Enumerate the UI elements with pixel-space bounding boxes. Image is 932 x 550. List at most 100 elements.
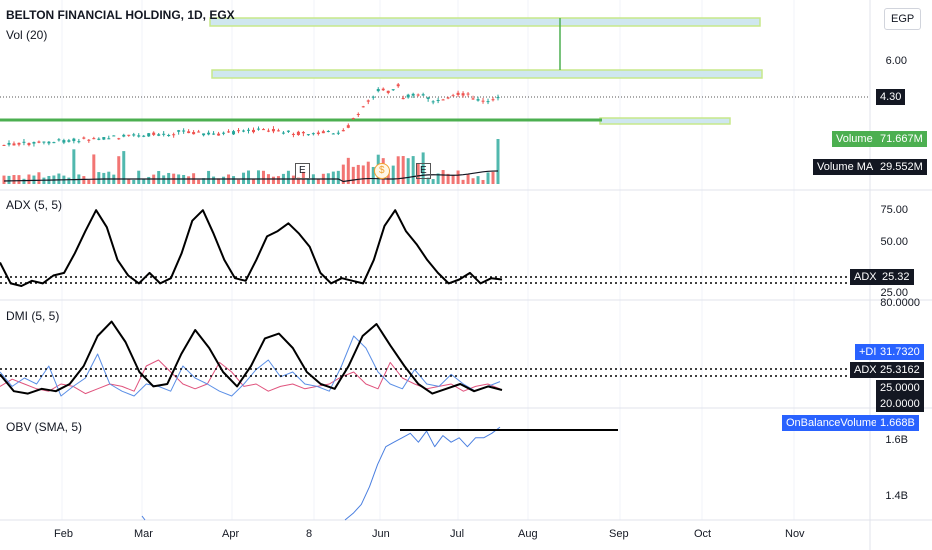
volume-bar xyxy=(222,176,226,184)
volume-tag-label: Volume xyxy=(832,131,877,147)
last-price-tag: 4.30 xyxy=(876,89,906,105)
earnings-marker[interactable]: E xyxy=(295,163,310,179)
candle xyxy=(167,134,171,136)
candle xyxy=(281,132,285,134)
volume-bar xyxy=(416,163,420,184)
candle xyxy=(37,141,41,143)
candle xyxy=(486,101,490,103)
volume-bar xyxy=(232,176,236,184)
dmi-tick: 80.0000 xyxy=(880,297,920,309)
candle xyxy=(212,133,216,135)
candle xyxy=(12,143,16,146)
volume-bar xyxy=(301,171,305,184)
earnings-marker[interactable]: E xyxy=(416,163,431,179)
plus-di-tag-value: 31.7320 xyxy=(876,344,924,360)
volume-bar xyxy=(336,170,340,184)
candle xyxy=(406,94,410,98)
candle xyxy=(247,129,251,131)
volume-bar xyxy=(466,174,470,184)
time-axis-label: Aug xyxy=(518,528,538,540)
candle xyxy=(2,144,6,146)
symbol-title: BELTON FINANCIAL HOLDING, 1D, EGX xyxy=(6,8,235,22)
candle xyxy=(62,140,66,143)
obv-tick: 1.4B xyxy=(885,490,908,502)
volume-bar xyxy=(391,165,395,184)
volume-bar xyxy=(97,172,101,184)
volume-bar xyxy=(396,156,400,184)
candle xyxy=(172,134,176,136)
candle xyxy=(311,133,315,135)
candle xyxy=(242,130,246,132)
candle xyxy=(102,137,106,140)
candle xyxy=(222,132,226,134)
dmi-adx-tag-value: 25.3162 xyxy=(876,362,924,378)
volume-bar xyxy=(72,149,76,184)
candle xyxy=(152,132,156,135)
resistance-zone xyxy=(599,117,731,125)
adx-line xyxy=(0,209,503,287)
volume-bar xyxy=(441,170,445,184)
volume-bar xyxy=(67,177,71,184)
volume-bar xyxy=(451,175,455,184)
adx-pane-title: ADX (5, 5) xyxy=(6,198,63,212)
candle xyxy=(27,143,31,146)
obv-tag-value: 1.668B xyxy=(876,415,919,431)
candle xyxy=(306,134,310,136)
candle xyxy=(117,138,121,140)
candle xyxy=(396,84,400,87)
volume-bar xyxy=(122,151,126,184)
candle xyxy=(431,101,435,103)
candle xyxy=(187,131,191,134)
candle xyxy=(127,134,131,136)
dmi-adx-tag-label: ADX xyxy=(850,362,881,378)
candle xyxy=(72,138,76,142)
volume-bar xyxy=(496,139,500,184)
candle xyxy=(162,133,166,135)
candle xyxy=(177,130,181,132)
volume-bar xyxy=(421,152,425,184)
candle xyxy=(82,137,86,139)
volume-bar xyxy=(261,170,265,184)
candle xyxy=(476,99,480,101)
candle xyxy=(411,93,415,96)
candle xyxy=(122,134,126,137)
candle xyxy=(356,113,360,115)
volume-bar xyxy=(296,177,300,184)
currency-button[interactable]: EGP xyxy=(884,8,922,30)
volume-bar xyxy=(286,170,290,184)
volume-bar xyxy=(82,176,86,184)
volume-bar xyxy=(157,171,161,184)
candle xyxy=(147,133,151,137)
candle xyxy=(42,141,46,143)
minus-di-line xyxy=(0,359,501,395)
time-axis-label: 8 xyxy=(306,528,313,540)
time-axis-label: Oct xyxy=(694,528,712,540)
volume-bar xyxy=(22,178,26,184)
candle xyxy=(266,130,270,132)
volume-bar xyxy=(476,176,480,184)
volume-bar xyxy=(147,176,151,184)
volume-tag-value: 71.667M xyxy=(876,131,927,147)
candle xyxy=(366,100,370,102)
candle xyxy=(401,98,405,100)
volume-bar xyxy=(197,179,201,184)
candle xyxy=(471,98,475,100)
volume-bar xyxy=(207,170,211,184)
dividend-marker[interactable]: $ xyxy=(374,163,390,179)
resistance-zone xyxy=(211,69,763,79)
volume-bar xyxy=(461,179,465,184)
candle xyxy=(112,135,116,137)
volume-bar xyxy=(386,170,390,184)
candle xyxy=(361,106,365,108)
volume-bar xyxy=(351,166,355,184)
adx-tag-label: ADX xyxy=(850,269,881,285)
candle xyxy=(142,135,146,137)
candle xyxy=(381,88,385,91)
volume-ma-tag-value: 29.552M xyxy=(876,159,927,175)
candle xyxy=(67,140,71,142)
candle xyxy=(227,131,231,133)
candle xyxy=(446,97,450,99)
time-axis-label: Sep xyxy=(609,528,629,540)
volume-bar xyxy=(341,164,345,184)
